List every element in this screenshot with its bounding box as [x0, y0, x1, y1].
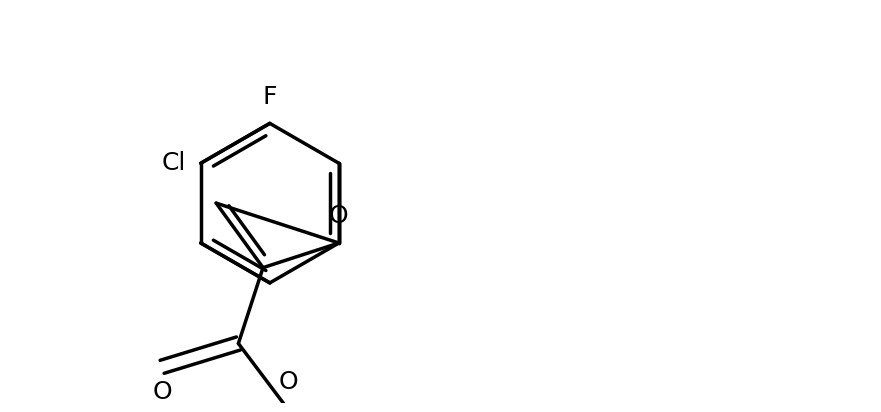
- Text: F: F: [263, 85, 277, 109]
- Text: O: O: [278, 370, 298, 393]
- Text: O: O: [152, 380, 172, 405]
- Text: Cl: Cl: [162, 151, 186, 175]
- Text: O: O: [329, 204, 349, 228]
